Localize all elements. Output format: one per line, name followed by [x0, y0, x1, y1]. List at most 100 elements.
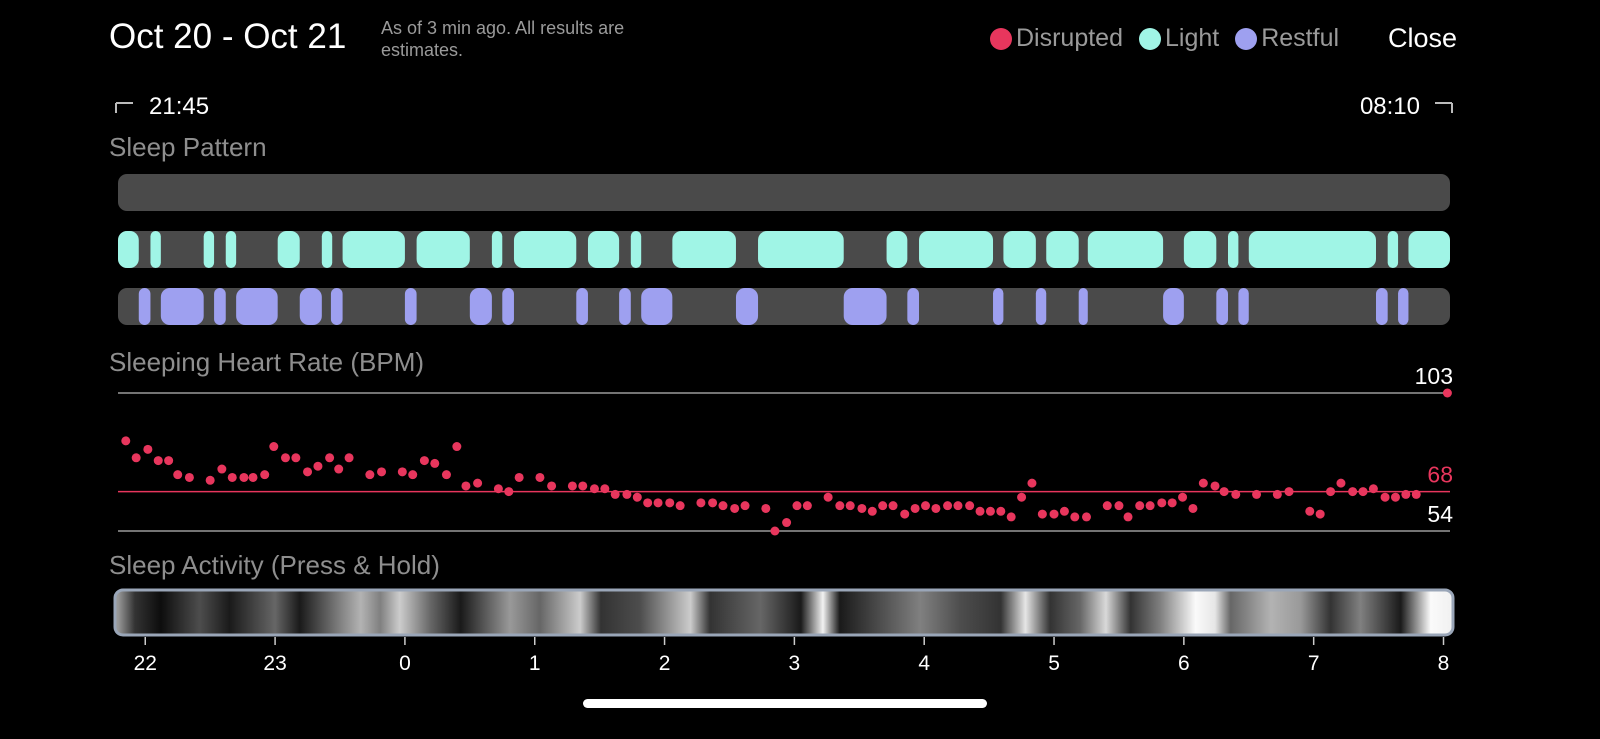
- sleep-segment: [342, 231, 405, 268]
- heart-rate-point: [996, 506, 1006, 516]
- heart-rate-point: [452, 442, 462, 452]
- close-button[interactable]: Close: [1388, 23, 1458, 53]
- heart-rate-point: [900, 509, 910, 519]
- heart-rate-point: [1081, 512, 1091, 522]
- heart-rate-point: [303, 467, 313, 477]
- heart-rate-point: [792, 501, 802, 511]
- heart-rate-point: [910, 503, 920, 513]
- sleep-segment: [1376, 288, 1388, 325]
- heart-rate-point: [1336, 478, 1346, 488]
- heart-rate-point: [770, 526, 780, 536]
- heart-rate-point: [632, 492, 642, 502]
- heart-rate-point: [600, 484, 610, 494]
- heart-rate-point: [665, 498, 675, 508]
- heart-rate-point: [408, 470, 418, 480]
- title: Oct 20 - Oct 21: [109, 17, 347, 56]
- heart-rate-point: [535, 472, 545, 482]
- heart-rate-point: [121, 436, 131, 446]
- heart-rate-point: [1188, 503, 1198, 513]
- heart-rate-point: [248, 472, 258, 482]
- heart-rate-point: [143, 444, 153, 454]
- heart-rate-point: [461, 481, 471, 491]
- end-time: 08:10: [1359, 93, 1420, 120]
- sleep-segment: [203, 231, 215, 268]
- sleep-segment: [321, 231, 333, 268]
- heart-rate-point: [718, 501, 728, 511]
- legend-dot: [1235, 27, 1258, 50]
- sleep-segment: [469, 288, 492, 325]
- sleep-segment: [1163, 288, 1184, 325]
- sleep-segment: [1087, 231, 1164, 268]
- heart-rate-point: [153, 456, 163, 466]
- sleep-segment: [843, 288, 887, 325]
- heart-rate-point: [610, 489, 620, 499]
- sleep-segment: [758, 231, 844, 268]
- x-tick-label: 2: [659, 652, 671, 675]
- sleep-segment: [1228, 231, 1239, 268]
- sleep-segment: [576, 288, 588, 325]
- heart-rate-point: [473, 478, 483, 488]
- heart-rate-point: [567, 481, 577, 491]
- heart-rate-point: [931, 503, 941, 513]
- heart-rate-point: [227, 472, 237, 482]
- heart-rate-point: [1380, 492, 1390, 502]
- sleep-segment: [404, 288, 417, 325]
- x-tick-label: 6: [1178, 652, 1190, 675]
- heart-rate-point: [205, 475, 215, 485]
- x-tick-label: 7: [1308, 652, 1320, 675]
- heart-rate-point: [514, 472, 524, 482]
- heart-rate-point: [730, 503, 740, 513]
- heart-rate-point: [1442, 388, 1452, 398]
- heart-rate-point: [1219, 487, 1229, 497]
- heart-rate-point: [1272, 489, 1282, 499]
- heart-rate-point: [578, 481, 588, 491]
- heart-rate-point: [334, 464, 344, 474]
- heart-rate-point: [1368, 484, 1378, 494]
- sleep-segment: [225, 231, 237, 268]
- sleep-segment: [1046, 231, 1079, 268]
- sleep-segment: [1387, 231, 1399, 268]
- legend-label: Restful: [1261, 24, 1340, 52]
- heart-rate-point: [419, 456, 429, 466]
- heart-rate-point: [1284, 487, 1294, 497]
- heart-rate-point: [1305, 506, 1315, 516]
- heart-rate-point: [1049, 509, 1059, 519]
- heart-rate-point: [173, 470, 183, 480]
- heart-rate-point: [953, 501, 963, 511]
- legend-item: Restful: [1235, 24, 1339, 53]
- heart-rate-point: [269, 442, 279, 452]
- x-tick-label: 1: [529, 652, 541, 675]
- start-bracket: [115, 102, 133, 113]
- sleep-segment: [919, 231, 994, 268]
- sleep-segment: [886, 231, 908, 268]
- heart-rate-point: [1135, 501, 1145, 511]
- heart-rate-point: [1390, 492, 1400, 502]
- sleep-segment: [299, 288, 322, 325]
- heart-rate-point: [377, 467, 387, 477]
- sleep-segment: [277, 231, 300, 268]
- sleep-segment: [1078, 288, 1088, 325]
- heart-rate-point: [878, 501, 888, 511]
- heart-rate-point: [675, 501, 685, 511]
- track: [118, 174, 1450, 211]
- sleep-segment: [630, 231, 642, 268]
- heart-rate-point: [1157, 498, 1167, 508]
- sleep-segment: [138, 288, 151, 325]
- heart-rate-point: [313, 461, 323, 471]
- x-tick-label: 8: [1438, 652, 1450, 675]
- sleep-segment: [1003, 231, 1036, 268]
- x-tick-label: 22: [134, 652, 157, 675]
- heart-rate-point: [975, 506, 985, 516]
- heart-rate-point: [643, 498, 653, 508]
- sleep-segment: [619, 288, 631, 325]
- sleep-segment: [1238, 288, 1249, 325]
- heart-rate-point: [1178, 492, 1188, 502]
- sleep-segment: [1035, 288, 1047, 325]
- x-tick-label: 0: [399, 652, 411, 675]
- heart-rate-point: [1006, 512, 1016, 522]
- sleep-segment: [587, 231, 620, 268]
- heart-rate-point: [164, 456, 174, 466]
- sleep-segment: [1216, 288, 1228, 325]
- heart-rate-point: [325, 453, 335, 463]
